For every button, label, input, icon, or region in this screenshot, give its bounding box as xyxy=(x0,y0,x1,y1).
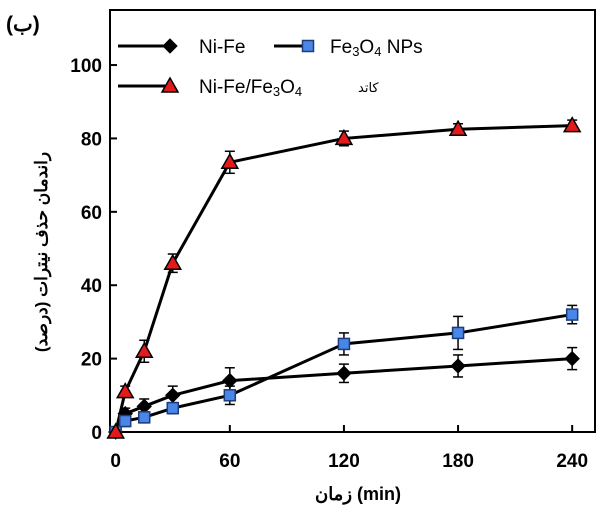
fe3o4-nps-point xyxy=(451,326,465,340)
legend-label-part: Ni-Fe/Fe xyxy=(199,77,273,98)
x-tick-label: 180 xyxy=(442,451,474,472)
fe3o4-nps-point xyxy=(118,414,132,428)
error-bars xyxy=(110,119,578,437)
fe3o4-nps-point xyxy=(166,401,180,415)
ni-fe-point xyxy=(165,387,181,404)
ni-fe-fe3o4-point xyxy=(562,116,582,133)
legend-item-fe3o4-nps: Fe3O4 NPs xyxy=(274,37,423,59)
ni-fe-fe3o4-point xyxy=(448,119,468,137)
ni-fe-fe3o4-point xyxy=(106,422,125,439)
legend-marker xyxy=(160,76,180,93)
x-axis-label-word: زمان xyxy=(315,484,352,505)
ni-fe-point xyxy=(336,365,352,381)
y-tick-label: 60 xyxy=(81,203,102,224)
x-tick-label: 120 xyxy=(328,451,360,472)
y-tick-label: 40 xyxy=(81,276,102,297)
legend-item-ni-fe: Ni-Fe xyxy=(118,37,245,58)
ni-fe-point xyxy=(450,358,466,374)
series-lines xyxy=(114,124,573,433)
fe3o4-nps-point xyxy=(223,389,237,402)
ni-fe-fe3o4-point xyxy=(163,253,183,270)
legend-label-part: 4 xyxy=(374,44,381,59)
y-tick-label: 0 xyxy=(91,423,102,444)
legend-label-suffix: کاتد xyxy=(358,81,379,96)
series-markers xyxy=(106,116,582,440)
legend-item-ni-fe-fe3o4: Ni-Fe/Fe3O4 کاتد xyxy=(118,76,379,99)
ni-fe-fe3o4-line xyxy=(114,124,573,433)
legend-label-part: O xyxy=(359,37,374,58)
ni-fe-fe3o4-point xyxy=(134,341,154,359)
x-axis-label-unit: (min) xyxy=(357,484,401,504)
legend-label-part: NPs xyxy=(381,37,422,58)
legend-label: Ni-Fe/Fe3O4 xyxy=(199,77,302,99)
ni-fe-fe3o4-point xyxy=(115,382,135,399)
x-axis-label: زمان (min) xyxy=(315,484,401,505)
ni-fe-fe3o4-point xyxy=(220,152,240,170)
y-tick-label: 80 xyxy=(81,129,102,150)
ni-fe-point xyxy=(222,372,238,389)
y-tick-label: 20 xyxy=(81,350,102,371)
fe3o4-nps-point xyxy=(137,411,151,424)
ni-fe-fe3o4-point xyxy=(334,128,354,146)
legend-label-part: Fe xyxy=(330,37,352,58)
fe3o4-nps-point xyxy=(337,337,351,351)
legend-label-part: 4 xyxy=(295,84,302,99)
legend-label: Ni-Fe xyxy=(199,37,245,58)
x-tick-label: 240 xyxy=(556,451,588,472)
tick-labels: 0 60 120 180 240 0 20 40 60 80 100 xyxy=(70,56,588,472)
plot-frame xyxy=(109,9,596,433)
fe3o4-nps-point xyxy=(565,308,579,321)
legend-label-part: 3 xyxy=(273,84,280,99)
legend-label-part: 3 xyxy=(352,44,359,59)
x-tick-label: 60 xyxy=(219,451,240,472)
legend-marker xyxy=(162,38,178,54)
y-axis-label: راندمان حذف نیترات (درصد) xyxy=(32,152,52,352)
ni-fe-point xyxy=(564,350,580,367)
legend-label-part: O xyxy=(280,77,295,98)
plot-axes xyxy=(109,9,596,433)
x-tick-label: 0 xyxy=(110,451,121,472)
legend-label: Fe3O4 NPs xyxy=(330,37,423,59)
y-tick-label: 100 xyxy=(70,56,102,77)
legend-marker xyxy=(301,39,315,53)
panel-label: (ب) xyxy=(6,13,40,36)
